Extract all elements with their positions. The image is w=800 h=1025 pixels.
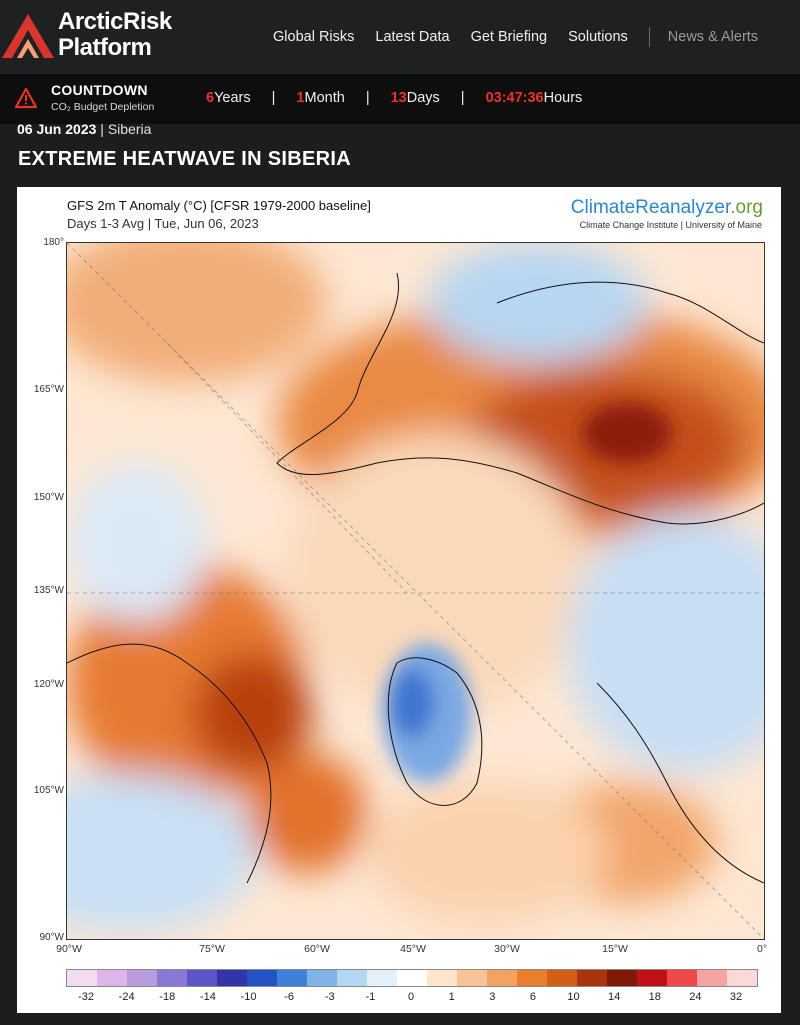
colorbar-swatch [607, 970, 637, 986]
colorbar-tick-label: 3 [489, 991, 496, 1003]
nav-get-briefing[interactable]: Get Briefing [470, 29, 548, 45]
nav-latest-data[interactable]: Latest Data [375, 29, 450, 45]
colorbar-tick-label: -1 [365, 991, 376, 1003]
article-headline: EXTREME HEATWAVE IN SIBERIA [18, 148, 351, 170]
colorbar-swatch [97, 970, 127, 986]
colorbar-tick-label: 1 [448, 991, 455, 1003]
lon-label-left: 165°W [33, 384, 64, 395]
lon-label-bottom: 0° [756, 943, 768, 955]
colorbar-tick-label: 18 [648, 991, 661, 1003]
colorbar-swatch [667, 970, 697, 986]
countdown-years-label: Years [214, 90, 251, 106]
anomaly-map-figure: GFS 2m T Anomaly (°C) [CFSR 1979-2000 ba… [17, 187, 781, 1013]
map-canvas [67, 243, 764, 939]
lon-label-left: 120°W [33, 679, 64, 690]
colorbar-swatch [307, 970, 337, 986]
top-navbar: ArcticRisk Platform Global Risks Latest … [0, 0, 800, 74]
colorbar-swatch [547, 970, 577, 986]
brand-affiliation: Climate Change Institute | University of… [579, 220, 762, 230]
colorbar-swatch [427, 970, 457, 986]
countdown-title: COUNTDOWN [51, 82, 148, 98]
lon-label-bottom: 75°W [199, 943, 225, 955]
colorbar-tick-label: 32 [729, 991, 743, 1003]
colorbar-tick-label: 14 [608, 991, 621, 1003]
lon-label-left: 135°W [33, 585, 64, 596]
lon-label-left: 150°W [33, 492, 64, 503]
colorbar-swatch [277, 970, 307, 986]
countdown-subtitle: CO₂ Budget Depletion [51, 101, 155, 113]
mountain-logo-icon[interactable] [0, 12, 56, 60]
colorbar-labels: -32 -24 -18 -14 -10 -6 -3 -1 0 1 3 6 10 14 18 24 32 [66, 991, 756, 1005]
temperature-anomaly-map [66, 242, 765, 940]
logo-line-1: ArcticRisk [58, 8, 172, 35]
countdown-values: 6 Years | 1 Month | 13 Days | 03:47:36 H… [206, 90, 582, 106]
colorbar-tick-label: 24 [689, 991, 702, 1003]
brand-main: ClimateReanalyzer [570, 197, 731, 218]
countdown-time-value: 03:47:36 [485, 90, 544, 106]
countdown-days-value: 13 [390, 90, 407, 106]
main-nav: Global Risks Latest Data Get Briefing So… [273, 27, 758, 47]
colorbar-swatch [337, 970, 367, 986]
brand-logo-text[interactable]: ArcticRisk Platform [58, 9, 172, 61]
colorbar-tick-label: -18 [159, 991, 176, 1003]
lon-label-bottom: 90°W [56, 943, 82, 955]
article-category[interactable]: Siberia [107, 121, 152, 137]
figure-title: GFS 2m T Anomaly (°C) [CFSR 1979-2000 ba… [67, 198, 371, 213]
countdown-months-value: 1 [296, 90, 305, 106]
lon-label-left: 105°W [33, 785, 64, 796]
colorbar-tick-label: -3 [324, 991, 335, 1003]
colorbar-swatch [637, 970, 667, 986]
nav-global-risks[interactable]: Global Risks [273, 29, 355, 45]
colorbar-swatch [697, 970, 727, 986]
dateline-separator: | [100, 121, 104, 137]
colorbar-tick-label: -6 [284, 991, 295, 1003]
colorbar-swatch [247, 970, 277, 986]
colorbar-swatch [577, 970, 607, 986]
countdown-bar: COUNTDOWN CO₂ Budget Depletion 6 Years |… [0, 74, 800, 124]
colorbar [66, 969, 758, 987]
colorbar-swatch [217, 970, 247, 986]
article-dateline: 06 Jun 2023 | Siberia [17, 121, 151, 137]
nav-solutions[interactable]: Solutions [568, 29, 628, 45]
countdown-separator: | [365, 90, 370, 106]
lon-label-bottom: 30°W [494, 943, 520, 955]
colorbar-tick-label: 0 [407, 991, 415, 1003]
nav-divider [648, 27, 650, 47]
brand-tld: .org [730, 197, 763, 218]
colorbar-swatch [487, 970, 517, 986]
lon-label-left: 180° [43, 237, 64, 248]
colorbar-swatch [67, 970, 97, 986]
lon-label-bottom: 15°W [602, 943, 628, 955]
countdown-time-label: Hours [543, 90, 583, 106]
colorbar-tick-label: -14 [199, 991, 216, 1003]
figure-subtitle: Days 1-3 Avg | Tue, Jun 06, 2023 [67, 216, 259, 231]
countdown-months-label: Month [304, 90, 345, 106]
colorbar-swatch [517, 970, 547, 986]
nav-news-alerts[interactable]: News & Alerts [667, 29, 759, 45]
colorbar-swatch [727, 970, 757, 986]
colorbar-swatch [157, 970, 187, 986]
colorbar-tick-label: -24 [118, 991, 135, 1003]
colorbar-swatch [397, 970, 427, 986]
colorbar-swatch [127, 970, 157, 986]
warning-triangle-icon [14, 87, 38, 109]
countdown-separator: | [271, 90, 276, 106]
colorbar-swatch [187, 970, 217, 986]
countdown-days-label: Days [406, 90, 440, 106]
colorbar-tick-label: -10 [240, 991, 257, 1003]
colorbar-swatch [367, 970, 397, 986]
colorbar-swatch [457, 970, 487, 986]
climate-reanalyzer-logo: ClimateReanalyzer.org [571, 197, 763, 219]
countdown-years-value: 6 [206, 90, 215, 106]
logo-line-2: Platform [58, 34, 152, 61]
countdown-separator: | [460, 90, 465, 106]
colorbar-tick-label: 6 [529, 991, 536, 1003]
lon-label-bottom: 45°W [400, 943, 426, 955]
lon-label-left: 90°W [39, 932, 64, 943]
lon-label-bottom: 60°W [304, 943, 330, 955]
colorbar-tick-label: -32 [78, 991, 94, 1003]
colorbar-tick-label: 10 [567, 991, 580, 1003]
article-date: 06 Jun 2023 [17, 121, 97, 137]
